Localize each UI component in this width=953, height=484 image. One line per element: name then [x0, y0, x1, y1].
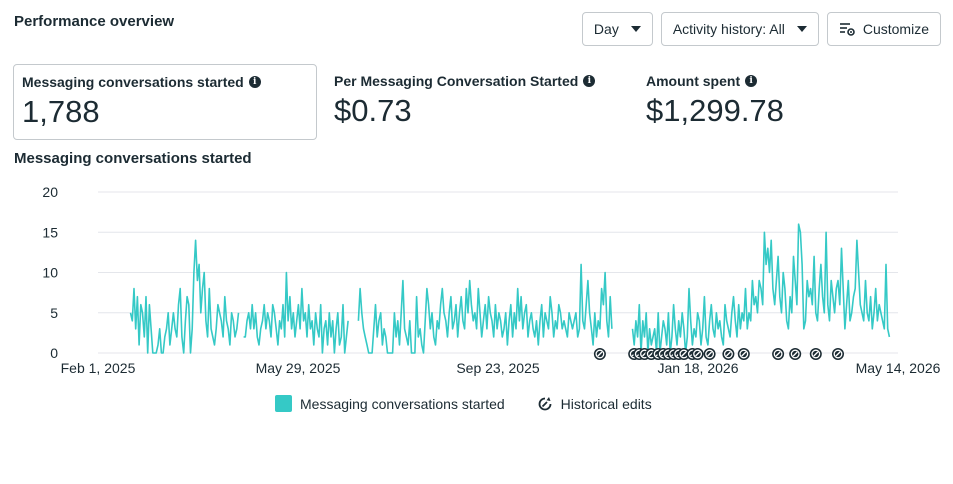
customize-label: Customize — [862, 21, 929, 37]
info-icon[interactable]: i — [248, 76, 261, 88]
activity-history-dropdown[interactable]: Activity history: All — [660, 12, 819, 46]
chart-legend: Messaging conversations started Historic… — [275, 395, 684, 412]
metric-value: $0.73 — [334, 93, 412, 128]
legend-item-historical-edits[interactable]: Historical edits — [537, 396, 652, 412]
historical-edit-marker[interactable] — [809, 348, 822, 360]
historical-edit-marker[interactable] — [722, 348, 735, 360]
historical-edit-marker[interactable] — [789, 348, 802, 360]
series-line — [243, 271, 349, 354]
info-icon[interactable]: i — [745, 75, 758, 87]
metric-label: Per Messaging Conversation Started — [334, 73, 579, 89]
series-swatch — [275, 395, 292, 412]
historical-edit-marker[interactable] — [703, 348, 716, 360]
time-granularity-dropdown[interactable]: Day — [581, 12, 653, 46]
series-line — [631, 223, 891, 354]
metric-card-amount-spent[interactable]: Amount spent i $1,299.78 — [638, 64, 938, 140]
caret-down-icon — [630, 26, 641, 32]
historical-edit-marker[interactable] — [772, 348, 785, 360]
historical-edit-marker[interactable] — [737, 348, 750, 360]
dropdown-label: Activity history: All — [672, 21, 785, 37]
chart-title: Messaging conversations started — [14, 150, 252, 167]
x-tick-label: Feb 1, 2025 — [61, 360, 136, 376]
legend-label: Messaging conversations started — [300, 395, 505, 412]
historical-edit-icon — [538, 396, 552, 410]
y-tick-label: 10 — [42, 265, 58, 281]
page-title: Performance overview — [14, 13, 175, 30]
customize-button[interactable]: Customize — [826, 12, 941, 46]
y-tick-label: 0 — [50, 345, 58, 361]
customize-sliders-icon — [839, 23, 855, 36]
y-tick-label: 5 — [50, 305, 58, 321]
dropdown-label: Day — [593, 21, 619, 37]
x-tick-label: May 14, 2026 — [856, 360, 941, 376]
metric-value: $1,299.78 — [646, 93, 784, 128]
y-tick-label: 15 — [42, 224, 58, 240]
historical-edit-marker[interactable] — [593, 348, 606, 360]
legend-label: Historical edits — [560, 395, 652, 412]
x-tick-label: Sep 23, 2025 — [456, 360, 540, 376]
series-line — [129, 239, 240, 354]
metric-value: 1,788 — [22, 94, 100, 129]
series-line — [357, 263, 613, 354]
y-tick-label: 20 — [42, 184, 58, 200]
x-tick-label: May 29, 2025 — [256, 360, 341, 376]
metric-label: Messaging conversations started — [22, 74, 244, 90]
x-tick-label: Jan 18, 2026 — [658, 360, 739, 376]
info-icon[interactable]: i — [583, 75, 596, 87]
toolbar: Day Activity history: All Customize — [581, 12, 941, 46]
metric-card-cost-per-conversation[interactable]: Per Messaging Conversation Started i $0.7… — [326, 64, 626, 140]
caret-down-icon — [796, 26, 807, 32]
metric-card-conversations[interactable]: Messaging conversations started i 1,788 — [13, 64, 317, 140]
historical-edit-marker[interactable] — [832, 348, 844, 360]
historical-edit-marker[interactable] — [677, 348, 690, 360]
historical-edit-marker[interactable] — [691, 348, 704, 360]
metric-label: Amount spent — [646, 73, 741, 89]
line-chart[interactable]: 0 5 10 15 20 Feb 1, 2025 May 29, 2025 Sep 23, 2… — [0, 178, 953, 388]
legend-item-series[interactable]: Messaging conversations started — [275, 395, 505, 412]
